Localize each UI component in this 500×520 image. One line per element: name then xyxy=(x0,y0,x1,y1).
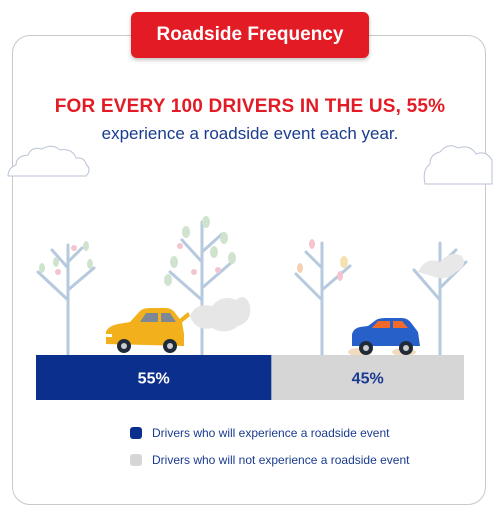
bar-label-experience: 55% xyxy=(138,371,170,388)
car-icon xyxy=(352,318,420,355)
tree-icon xyxy=(294,241,352,357)
tree-icon xyxy=(168,220,234,357)
stacked-bar: 55% 45% xyxy=(36,355,464,400)
tree-leaves xyxy=(297,239,348,281)
legend-label-experience: Drivers who will experience a roadside e… xyxy=(152,426,390,440)
tree-leaves xyxy=(39,241,93,273)
cloud-icon xyxy=(423,145,493,185)
cloud-icon xyxy=(7,145,90,177)
legend-swatch-not-experience xyxy=(130,454,142,466)
smoke-icon xyxy=(190,297,251,332)
tree-icon xyxy=(36,243,96,357)
bar-segment-experience xyxy=(36,355,272,400)
blossom-icon xyxy=(177,243,221,275)
headline: FOR EVERY 100 DRIVERS IN THE US, 55% xyxy=(54,96,446,117)
legend-label-not-experience: Drivers who will not experience a roadsi… xyxy=(152,453,410,467)
legend: Drivers who will experience a roadside e… xyxy=(130,425,409,479)
legend-item-not-experience: Drivers who will not experience a roadsi… xyxy=(130,452,409,468)
car-icon xyxy=(104,308,190,353)
subline: experience a roadside event each year. xyxy=(101,124,399,143)
legend-item-experience: Drivers who will experience a roadside e… xyxy=(130,425,409,441)
tree-leaves xyxy=(164,216,236,286)
bar-label-not-experience: 45% xyxy=(352,371,384,388)
smoke-icon xyxy=(418,254,464,279)
legend-swatch-experience xyxy=(130,427,142,439)
title-badge: Roadside Frequency xyxy=(131,12,369,58)
blossom-icon xyxy=(55,245,77,275)
bar-segment-not-experience xyxy=(271,355,464,400)
